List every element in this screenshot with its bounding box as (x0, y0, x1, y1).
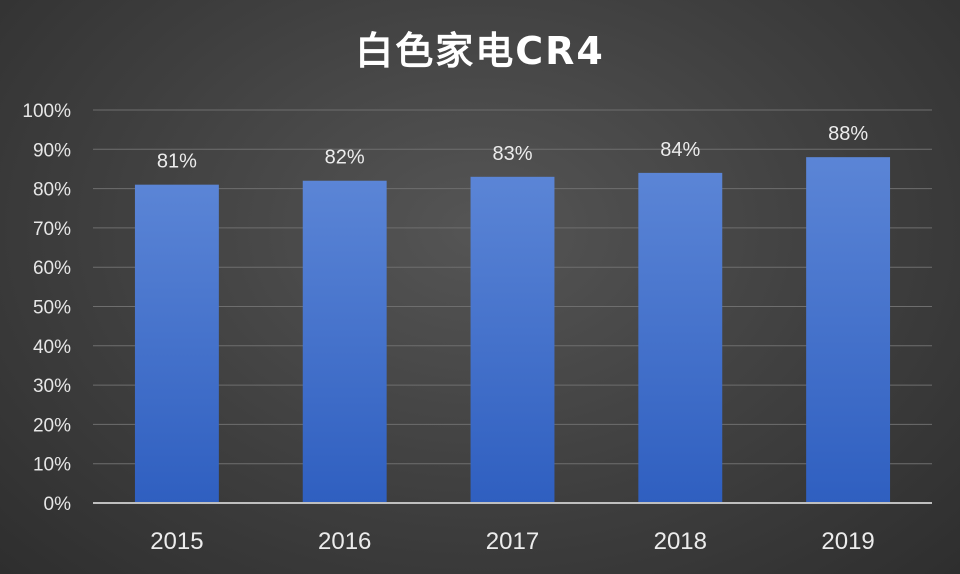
y-tick-label: 60% (33, 258, 71, 279)
y-tick-label: 90% (33, 140, 71, 161)
bar-2018 (638, 172, 723, 503)
data-label: 81% (157, 151, 197, 173)
bar-2019 (806, 157, 891, 503)
data-labels: 81% 82% 83% 84% 88% (157, 123, 868, 173)
bar-2015 (134, 184, 219, 504)
data-label: 82% (325, 147, 365, 169)
x-tick-label: 2016 (318, 528, 371, 555)
bars (134, 157, 891, 504)
x-tick-label: 2015 (150, 528, 203, 555)
y-axis-ticks: 0% 10% 20% 30% 40% 50% 60% 70% 80% 90% 100% (22, 101, 71, 515)
y-tick-label: 50% (33, 298, 71, 319)
y-tick-label: 0% (44, 494, 72, 515)
bar-2017 (470, 176, 555, 503)
x-axis-ticks: 2015 2016 2017 2018 2019 (150, 528, 875, 555)
x-tick-label: 2019 (821, 528, 874, 555)
data-label: 84% (660, 139, 700, 161)
x-tick-label: 2018 (654, 528, 707, 555)
x-tick-label: 2017 (486, 528, 539, 555)
y-tick-label: 70% (33, 219, 71, 240)
chart-title: 白色家电CR4 (355, 29, 605, 73)
data-label: 83% (492, 143, 532, 165)
y-tick-label: 100% (22, 101, 71, 122)
bar-2016 (302, 180, 387, 504)
y-tick-label: 20% (33, 415, 71, 436)
y-tick-label: 40% (33, 337, 71, 358)
y-tick-label: 10% (33, 455, 71, 476)
y-tick-label: 30% (33, 376, 71, 397)
data-label: 88% (828, 123, 868, 145)
y-tick-label: 80% (33, 180, 71, 201)
